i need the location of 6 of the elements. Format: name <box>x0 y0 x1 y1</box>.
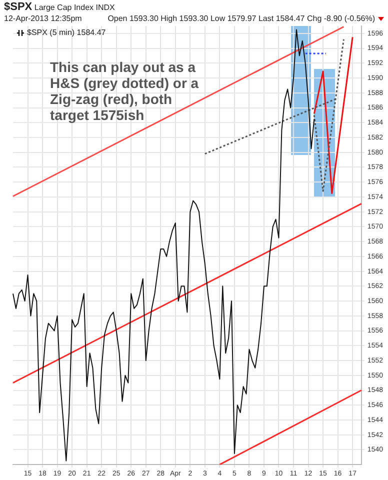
annotation: This can play out as a H&S (grey dotted) or a Zig-zag (red), both target 1575ish <box>50 59 199 123</box>
text: 12-Apr-2013 12:35pm <box>4 14 82 23</box>
chart-title: $SPX <box>4 1 32 13</box>
text: Open 1593.30 High 1593.30 Low 1579.97 Last 1584.47 Chg -8.90 (-0.56%) <box>108 14 375 23</box>
chart-subtitle: Large Cap Index INDX <box>34 3 115 12</box>
legend-label: $SPX (5 min) 1584.47 <box>27 28 106 38</box>
